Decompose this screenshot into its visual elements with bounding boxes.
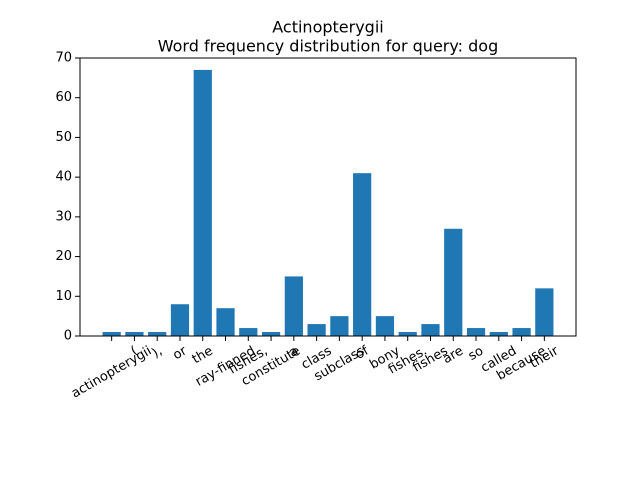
y-tick-label: 70 (55, 51, 72, 66)
x-tick-label: actinopterygii (69, 344, 154, 402)
bar (239, 328, 258, 336)
bar (307, 324, 326, 336)
bar (330, 316, 349, 336)
y-tick-label: 30 (55, 209, 72, 224)
y-tick-label: 0 (64, 329, 72, 344)
bar (261, 332, 281, 336)
y-tick-label: 40 (55, 170, 72, 185)
bar (398, 332, 417, 336)
bar (535, 288, 554, 336)
x-tick-label: ), (149, 344, 164, 362)
bar (170, 304, 190, 336)
bar (375, 316, 395, 336)
plot-frame (79, 57, 577, 337)
bar (125, 332, 144, 336)
bar (284, 276, 303, 336)
y-tick-label: 10 (55, 289, 72, 304)
bar (444, 228, 463, 336)
bar (102, 332, 121, 336)
bar (489, 332, 508, 336)
bar (353, 173, 372, 336)
chart-subtitle: Word frequency distribution for query: d… (158, 37, 499, 56)
bar (193, 69, 212, 337)
bar (512, 328, 531, 336)
x-tick-label: the (190, 344, 216, 368)
bar (216, 308, 235, 336)
x-tick-label: so (466, 344, 486, 364)
x-tick-label: ( (128, 344, 140, 360)
y-tick-label: 20 (55, 249, 72, 264)
bar (466, 328, 486, 336)
y-tick-label: 50 (55, 130, 72, 145)
bar (148, 332, 167, 336)
x-tick-label: or (170, 343, 190, 363)
chart-title: Actinopterygii (272, 18, 383, 37)
y-tick-label: 60 (55, 90, 72, 105)
bar (421, 324, 440, 336)
